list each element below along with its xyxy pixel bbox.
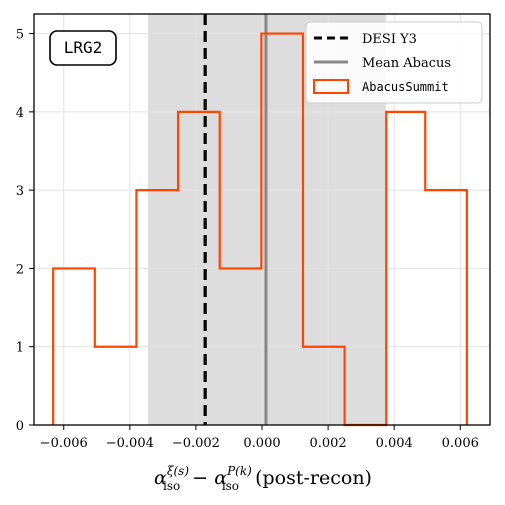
- legend-abacus-swatch: [313, 79, 349, 94]
- histogram-layer: [52, 32, 468, 427]
- panel-label-box: LRG2: [49, 30, 117, 66]
- y-tick-label: 3: [16, 184, 24, 199]
- y-ticks: 0 1 2 3 4 5: [16, 28, 34, 434]
- y-tick-label: 2: [16, 262, 24, 277]
- legend-mean-label: Mean Abacus: [362, 56, 451, 71]
- x-tick-label: −0.006: [40, 436, 88, 451]
- y-tick-label: 5: [16, 28, 24, 43]
- panel-label: LRG2: [64, 38, 103, 57]
- x-tick-label: 0.000: [243, 436, 280, 451]
- legend-desi-label: DESI Y3: [362, 32, 417, 47]
- x-tick-label: −0.002: [172, 436, 220, 451]
- y-tick-label: 1: [16, 341, 24, 356]
- legend-abacus-label: AbacusSummit: [362, 80, 449, 94]
- x-ticks: −0.006 −0.004 −0.002 0.000 0.002 0.004 0.006: [40, 425, 479, 451]
- y-tick-label: 4: [16, 106, 24, 121]
- legend: DESI Y3 Mean Abacus AbacusSummit: [305, 21, 483, 104]
- x-tick-label: 0.004: [376, 436, 413, 451]
- histogram-outline: [52, 32, 468, 427]
- x-tick-label: 0.002: [309, 436, 346, 451]
- x-tick-label: 0.006: [442, 436, 479, 451]
- x-axis-label: αξ(s) iso − αP(k) iso (post-recon): [154, 464, 372, 493]
- y-tick-label: 0: [16, 419, 24, 434]
- x-tick-label: −0.004: [106, 436, 154, 451]
